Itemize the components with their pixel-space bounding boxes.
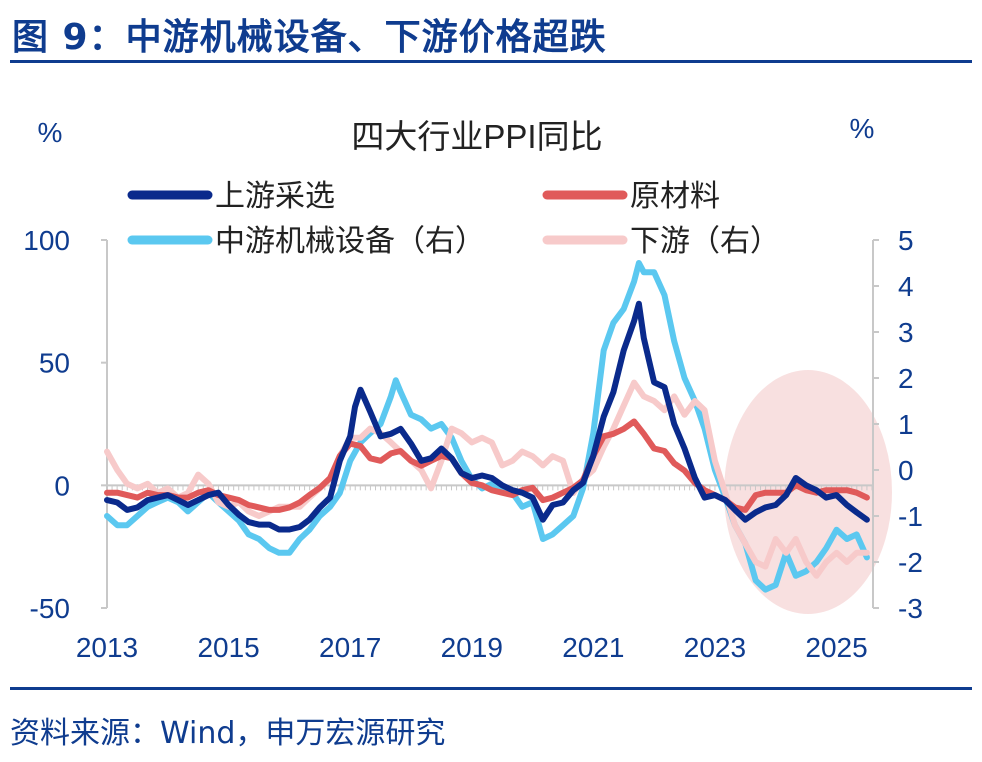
x-tick-label: 2013 [76, 632, 138, 663]
right-tick-label: 1 [898, 409, 914, 440]
chart-title: 四大行业PPI同比 [351, 118, 602, 155]
top-rule [10, 60, 972, 63]
legend: 上游采选 原材料 中游机械设备（右） 下游（右） [127, 180, 780, 258]
right-tick-label: -1 [898, 501, 923, 532]
series-line-3 [104, 379, 870, 579]
left-tick-label: -50 [30, 593, 70, 624]
right-tick-label: 2 [898, 363, 914, 394]
figure-title: 图 9：中游机械设备、下游价格超跌 [12, 17, 607, 58]
x-tick-label: 2019 [441, 632, 503, 663]
x-tick-label: 2017 [319, 632, 381, 663]
x-tick-label: 2021 [562, 632, 624, 663]
left-unit-label: % [38, 117, 63, 148]
right-tick-label: 3 [898, 317, 914, 348]
series-line-1 [104, 418, 870, 513]
right-tick-label: 0 [898, 455, 914, 486]
x-tick-label: 2025 [805, 632, 867, 663]
series-line-0 [104, 300, 870, 533]
right-tick-label: 5 [898, 225, 914, 256]
left-tick-label: 50 [39, 348, 70, 379]
right-tick-label: -3 [898, 593, 923, 624]
right-tick-label: -2 [898, 547, 923, 578]
x-tick-label: 2015 [197, 632, 259, 663]
source-note: 资料来源：Wind，申万宏源研究 [10, 716, 446, 751]
legend-raw-materials: 原材料 [630, 180, 720, 213]
legend-upstream: 上游采选 [215, 180, 335, 213]
legend-downstream: 下游（右） [630, 225, 780, 258]
bottom-rule [10, 687, 972, 690]
series-lines [104, 260, 870, 593]
x-tick-label: 2023 [684, 632, 746, 663]
ppi-line-chart: 四大行业PPI同比 % % 上游采选 原材料 中游机械设备（右） 下游（右） 1… [23, 113, 923, 663]
right-tick-label: 4 [898, 271, 914, 302]
left-tick-label: 0 [54, 470, 70, 501]
left-tick-label: 100 [23, 225, 70, 256]
right-unit-label: % [850, 113, 875, 144]
legend-midstream-machinery: 中游机械设备（右） [215, 225, 485, 258]
